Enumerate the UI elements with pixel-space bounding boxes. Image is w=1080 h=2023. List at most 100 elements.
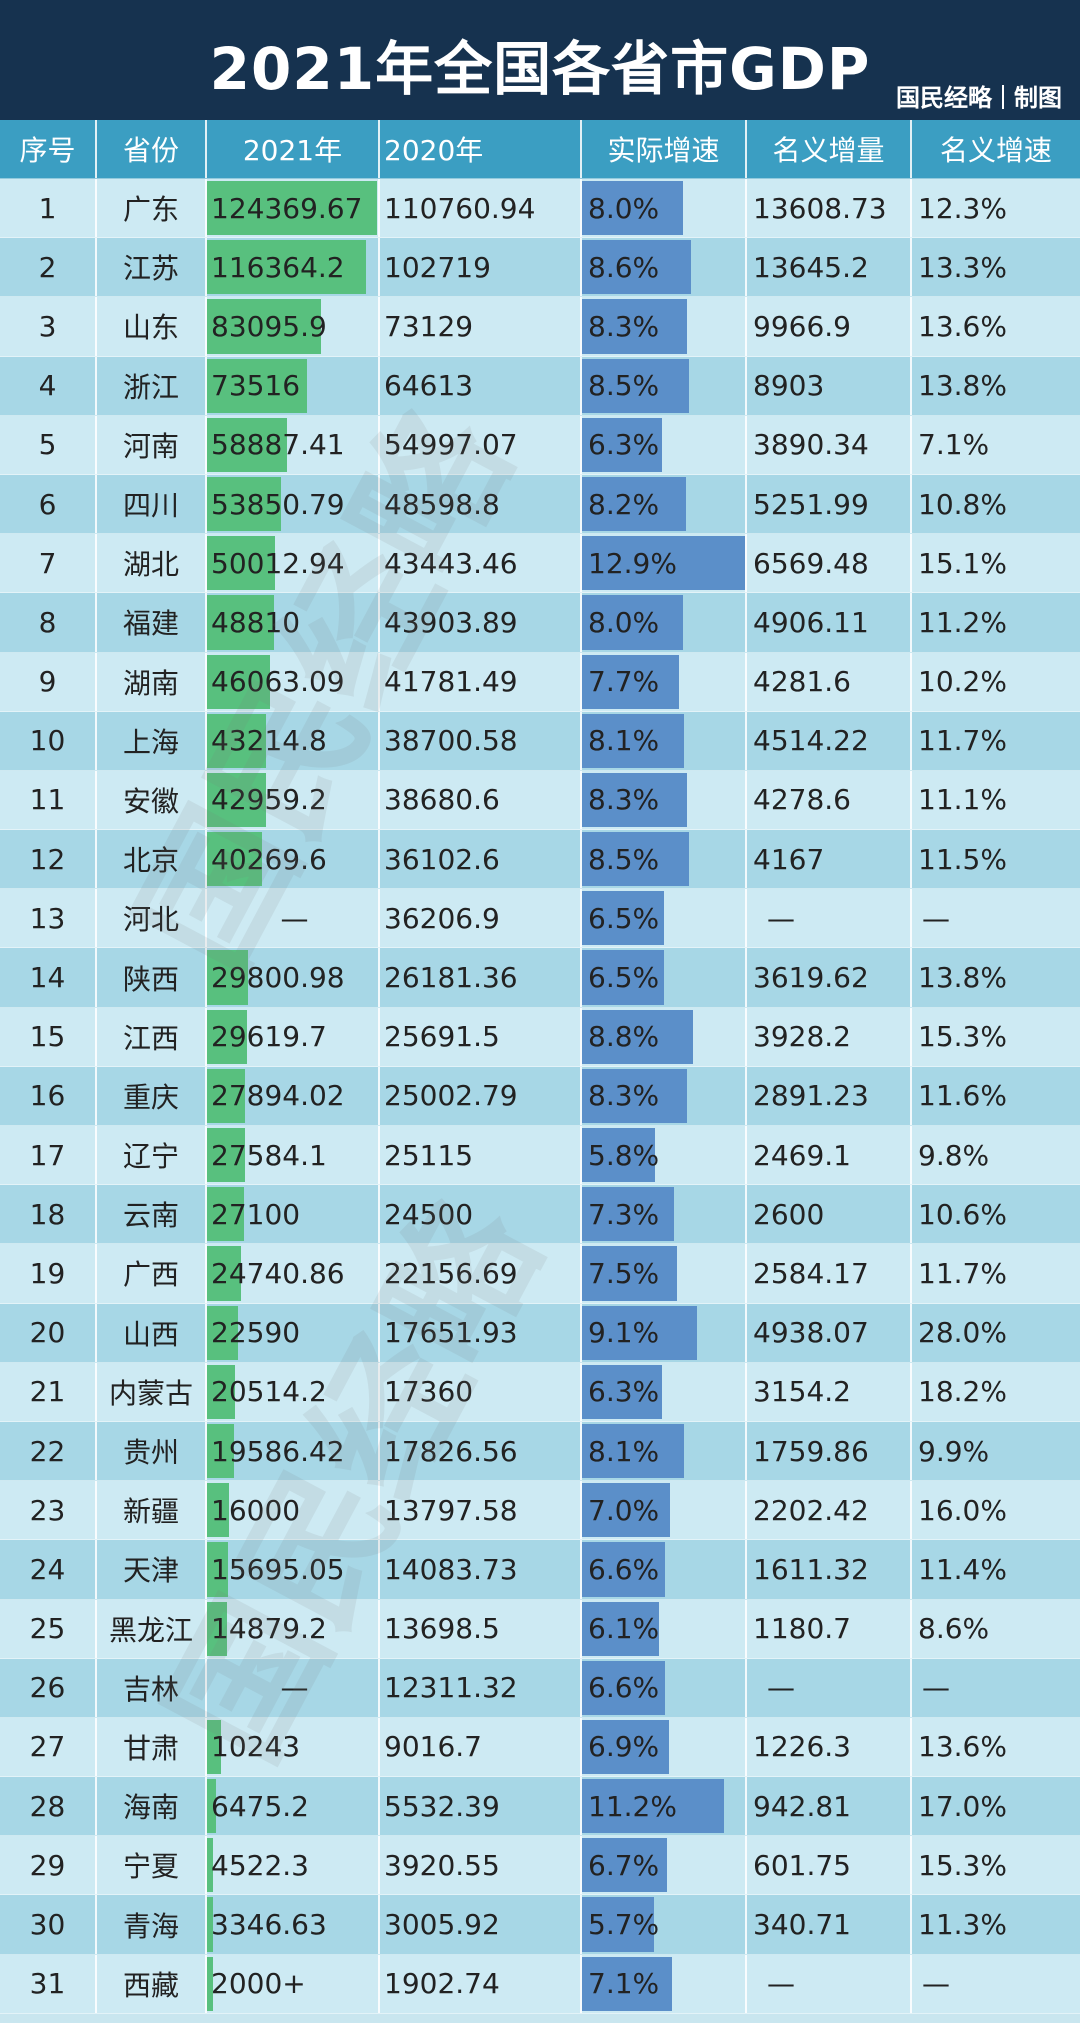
nominal-growth-cell-value: 11.1% xyxy=(918,783,1007,817)
credit-org: 国民经略 xyxy=(896,84,992,112)
province-cell: 安徽 xyxy=(97,770,207,830)
nominal-growth-cell-value: — xyxy=(922,1671,950,1705)
gdp-2021-bar xyxy=(207,1068,246,1123)
nominal-increase-cell-value: 9966.9 xyxy=(753,309,851,343)
real-growth-cell-value: 6.6% xyxy=(588,1671,660,1705)
gdp-2021-cell-value: 14879.2 xyxy=(211,1612,327,1646)
rank-cell-value: 16 xyxy=(29,1079,66,1113)
gdp-2021-cell-value: 3346.63 xyxy=(211,1908,327,1942)
gdp-2021-cell-value: 116364.2 xyxy=(211,250,345,284)
province-cell-value: 甘肃 xyxy=(122,1731,179,1765)
gdp-2020-cell: 17651.93 xyxy=(380,1303,582,1362)
nominal-growth-cell: — xyxy=(912,1955,1080,2013)
rank-cell: 17 xyxy=(0,1126,97,1185)
real-growth-cell: 8.5% xyxy=(582,356,747,415)
gdp-2020-cell-value: 12311.32 xyxy=(384,1671,518,1705)
nominal-growth-cell: 8.6% xyxy=(912,1600,1080,1658)
gdp-2021-cell-value: — xyxy=(280,1671,309,1705)
gdp-2021-cell-value: 50012.94 xyxy=(211,546,345,580)
table-row: 3 山东 83095.9 73129 8.3% 9966.9 13.6% xyxy=(0,297,1080,357)
real-growth-cell: 6.3% xyxy=(582,1362,747,1421)
real-growth-cell-value: 8.2% xyxy=(588,487,660,521)
nominal-growth-cell: 11.6% xyxy=(912,1067,1080,1125)
province-cell-value: 江苏 xyxy=(122,252,179,286)
real-growth-cell: 8.5% xyxy=(582,830,747,889)
real-growth-cell: 9.1% xyxy=(582,1303,747,1362)
table-row: 14 陕西 29800.98 26181.36 6.5% 3619.62 13.8% xyxy=(0,948,1080,1008)
gdp-2020-cell-value: 48598.8 xyxy=(384,487,500,521)
nominal-growth-cell-value: 7.1% xyxy=(918,428,990,462)
gdp-2020-cell: 24500 xyxy=(380,1185,582,1244)
gdp-2020-cell: 48598.8 xyxy=(380,474,582,534)
table-row: 8 福建 48810 43903.89 8.0% 4906.11 11.2% xyxy=(0,593,1080,653)
real-growth-cell-value: 8.0% xyxy=(588,605,660,639)
gdp-2020-cell: 26181.36 xyxy=(380,948,582,1007)
nominal-growth-cell-value: 10.2% xyxy=(918,665,1007,699)
nominal-growth-cell: 10.8% xyxy=(912,475,1080,533)
real-growth-bar xyxy=(582,1246,677,1301)
gdp-2021-bar xyxy=(207,536,276,591)
province-cell-value: 江西 xyxy=(122,1021,179,1055)
province-cell: 上海 xyxy=(97,711,207,770)
gdp-2021-bar xyxy=(207,1838,214,1893)
nominal-growth-cell: 11.4% xyxy=(912,1540,1080,1598)
rank-cell-value: 7 xyxy=(38,546,57,580)
nominal-increase-cell-value: 2469.1 xyxy=(753,1138,851,1172)
real-growth-cell-value: 8.3% xyxy=(588,309,660,343)
real-growth-cell: 7.1% xyxy=(582,1954,747,2013)
gdp-2020-cell-value: 17360 xyxy=(384,1375,474,1409)
table-row: 5 河南 58887.41 54997.07 6.3% 3890.34 7.1% xyxy=(0,415,1080,475)
gdp-2021-bar xyxy=(207,1779,216,1834)
gdp-2021-bar xyxy=(207,713,267,768)
rank-cell-value: 5 xyxy=(38,428,57,462)
gdp-2020-cell: 73129 xyxy=(380,297,582,356)
province-cell-value: 湖南 xyxy=(122,666,179,700)
province-cell-value: 海南 xyxy=(122,1791,179,1825)
gdp-2020-cell: 1902.74 xyxy=(380,1954,582,2013)
province-cell-value: 山东 xyxy=(122,311,179,345)
gdp-2020-cell-value: 38700.58 xyxy=(384,724,518,758)
province-cell-value: 安徽 xyxy=(122,784,179,818)
nominal-increase-cell: 4278.6 xyxy=(747,770,912,830)
table-row: 24 天津 15695.05 14083.73 6.6% 1611.32 11.4% xyxy=(0,1540,1080,1600)
gdp-2021-cell: 22590 xyxy=(207,1303,380,1362)
gdp-2020-cell: 3920.55 xyxy=(380,1836,582,1895)
gdp-2020-cell-value: 102719 xyxy=(384,250,491,284)
real-growth-cell-value: 8.8% xyxy=(588,1020,660,1054)
gdp-2021-cell-value: 2000+ xyxy=(211,1967,306,2001)
nominal-increase-cell-value: 2600 xyxy=(753,1197,825,1231)
rank-cell-value: 14 xyxy=(29,961,66,995)
real-growth-cell-value: 8.3% xyxy=(588,783,660,817)
gdp-2021-bar xyxy=(207,1187,245,1242)
gdp-2020-cell-value: 25691.5 xyxy=(384,1020,500,1054)
rank-cell: 22 xyxy=(0,1421,97,1481)
gdp-2020-cell: 54997.07 xyxy=(380,415,582,474)
province-cell-value: 吉林 xyxy=(122,1672,179,1706)
gdp-2021-cell-value: 22590 xyxy=(211,1316,301,1350)
real-growth-cell-value: 7.7% xyxy=(588,665,660,699)
nominal-growth-cell-value: 13.8% xyxy=(918,369,1007,403)
nominal-increase-cell-value: 4514.22 xyxy=(753,724,869,758)
gdp-2021-cell: 116364.2 xyxy=(207,238,380,297)
real-growth-cell-value: 6.3% xyxy=(588,428,660,462)
real-growth-bar xyxy=(582,772,687,828)
nominal-growth-cell: 9.8% xyxy=(912,1126,1080,1184)
nominal-increase-cell: — xyxy=(747,1954,912,2013)
nominal-growth-cell-value: 13.6% xyxy=(918,309,1007,343)
gdp-2021-cell: 27100 xyxy=(207,1185,380,1244)
real-growth-bar xyxy=(582,950,665,1005)
rank-cell-value: 29 xyxy=(29,1848,66,1882)
real-growth-cell-value: 5.7% xyxy=(588,1908,660,1942)
nominal-increase-cell-value: 601.75 xyxy=(753,1848,851,1882)
gdp-2021-bar xyxy=(207,654,270,709)
nominal-increase-cell-value: 8903 xyxy=(753,369,825,403)
gdp-2020-cell-value: 25115 xyxy=(384,1138,474,1172)
province-cell-value: 天津 xyxy=(122,1554,179,1588)
real-growth-cell: 11.2% xyxy=(582,1777,747,1836)
real-growth-cell-value: 6.7% xyxy=(588,1848,660,1882)
gdp-2020-cell-value: 43443.46 xyxy=(384,546,518,580)
rank-cell-value: 1 xyxy=(38,191,57,225)
nominal-growth-cell: 11.3% xyxy=(912,1895,1080,1953)
table-row: 23 新疆 16000 13797.58 7.0% 2202.42 16.0% xyxy=(0,1481,1080,1541)
nominal-increase-cell: 6569.48 xyxy=(747,534,912,593)
